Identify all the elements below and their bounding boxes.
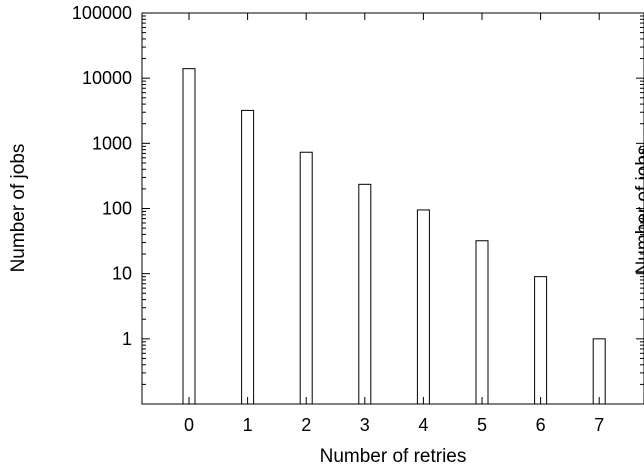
y-tick-label: 1	[122, 329, 132, 349]
x-axis: 0 1 2 3 4 5 6 7	[184, 13, 604, 435]
y-tick-label: 1000	[92, 133, 132, 153]
x-tick-label: 1	[243, 415, 253, 435]
x-tick-label: 0	[184, 415, 194, 435]
x-tick-label: 3	[360, 415, 370, 435]
bar-1	[241, 109, 255, 405]
y-axis: 1 10 100 1000 10000 100000	[72, 3, 644, 405]
right-panel-y-axis-label: Number of jobs	[633, 146, 644, 275]
x-tick-label: 4	[418, 415, 428, 435]
x-tick-label: 5	[477, 415, 487, 435]
y-tick-label: 100000	[72, 3, 132, 23]
y-tick-label: 100	[102, 199, 132, 219]
y-tick-label: 10000	[82, 68, 132, 88]
bar-5	[475, 240, 489, 405]
right-panel-fragment: Number of jobs	[633, 146, 644, 275]
bar-6	[534, 276, 548, 405]
y-tick-label: 10	[112, 264, 132, 284]
x-tick-label: 2	[301, 415, 311, 435]
plot-frame	[141, 12, 644, 405]
x-axis-label: Number of retries	[320, 446, 467, 467]
bar-0	[182, 68, 196, 405]
bar-3	[358, 183, 372, 405]
x-tick-label: 7	[594, 415, 604, 435]
bar-7	[592, 338, 606, 405]
bars	[182, 68, 606, 405]
bar-4	[416, 209, 430, 405]
bar-2	[299, 151, 313, 405]
x-tick-label: 6	[536, 415, 546, 435]
y-axis-label: Number of jobs	[8, 144, 29, 273]
